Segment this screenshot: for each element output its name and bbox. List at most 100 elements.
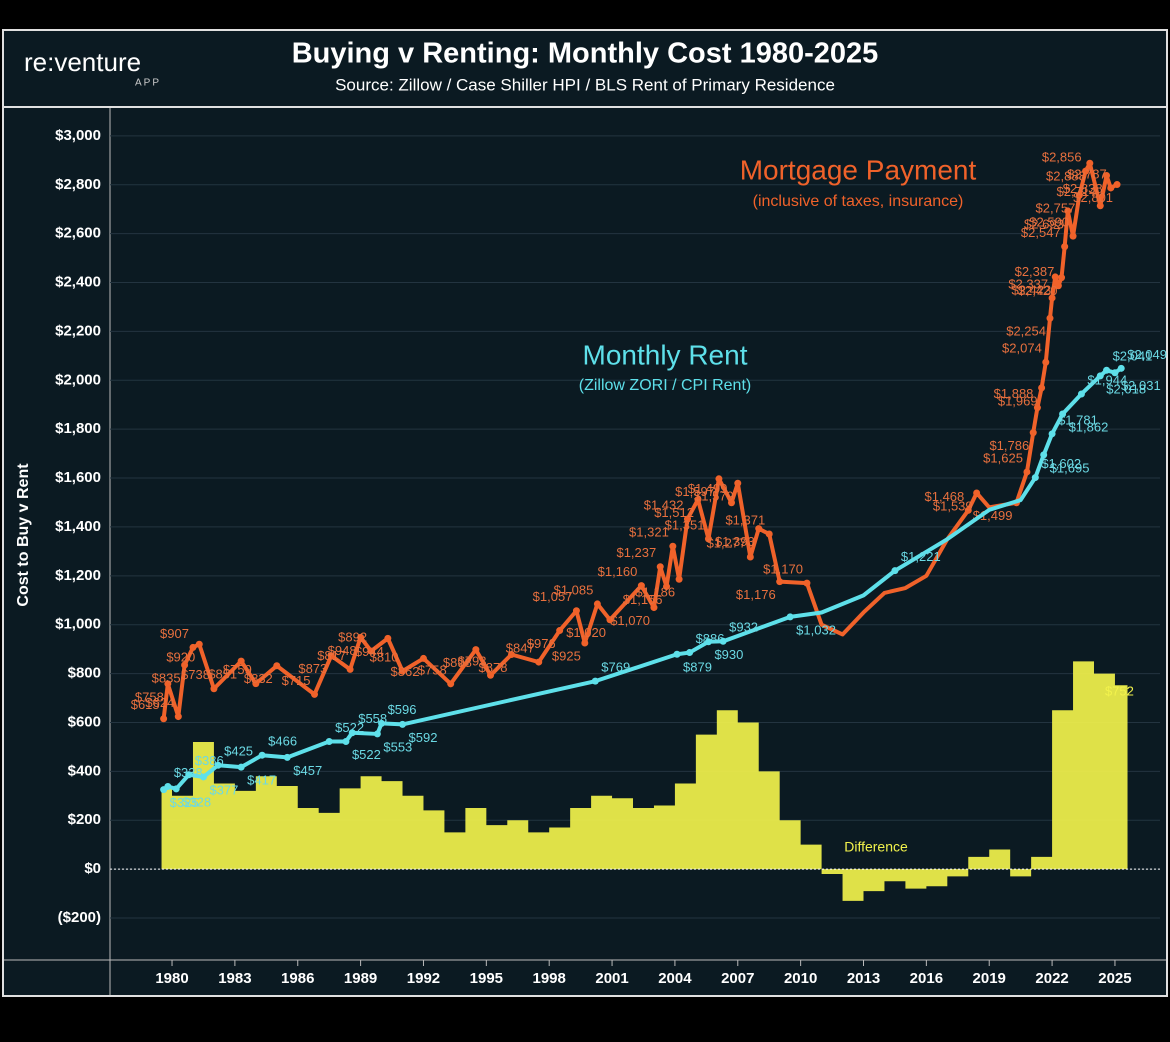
data-point xyxy=(1113,181,1121,189)
data-point xyxy=(1033,404,1041,412)
x-tick-label: 1992 xyxy=(407,970,440,987)
data-point xyxy=(673,650,681,658)
chart-title: Buying v Renting: Monthly Cost 1980-2025 xyxy=(292,38,879,70)
data-label: $851 xyxy=(208,667,237,682)
data-point xyxy=(765,530,773,538)
y-tick-label: $1,600 xyxy=(55,469,101,486)
data-label: $769 xyxy=(601,660,630,675)
data-label: $1,277 xyxy=(707,535,747,550)
data-label: $2,337 xyxy=(1008,276,1048,291)
data-label: $1,020 xyxy=(566,625,606,640)
data-point xyxy=(572,607,580,615)
data-label: $2,423 xyxy=(1011,282,1051,297)
data-point xyxy=(1107,184,1115,192)
data-label: $1,781 xyxy=(1058,412,1098,427)
x-tick-label: 2022 xyxy=(1035,970,1068,987)
data-label: $1,032 xyxy=(796,622,836,637)
data-label: $417 xyxy=(247,773,276,788)
y-tick-label: $1,200 xyxy=(55,567,101,584)
chart-subtitle: Source: Zillow / Case Shiller HPI / BLS … xyxy=(335,75,835,94)
data-point xyxy=(447,680,455,688)
data-label: $592 xyxy=(409,730,438,745)
data-point xyxy=(1023,468,1031,476)
data-point xyxy=(327,652,335,660)
y-tick-label: $2,000 xyxy=(55,371,101,388)
y-tick-label: $1,400 xyxy=(55,518,101,535)
data-point xyxy=(348,729,356,737)
x-tick-label: 2016 xyxy=(910,970,943,987)
x-tick-label: 2007 xyxy=(721,970,754,987)
data-label: $2,888 xyxy=(1046,169,1086,184)
data-point xyxy=(384,634,392,642)
data-label: $817 xyxy=(317,648,346,663)
data-point xyxy=(734,479,742,487)
data-point xyxy=(694,496,702,504)
y-tick-label: $2,200 xyxy=(55,322,101,339)
data-label: $907 xyxy=(160,626,189,641)
data-point xyxy=(160,715,168,723)
data-label: $1,512 xyxy=(654,505,694,520)
data-label: $759 xyxy=(223,662,252,677)
data-point xyxy=(311,690,319,698)
data-label: $1,351 xyxy=(665,517,705,532)
x-tick-label: 1980 xyxy=(155,970,188,987)
data-label: $1,625 xyxy=(983,450,1023,465)
data-point xyxy=(776,578,784,586)
data-point xyxy=(1096,372,1104,380)
data-point xyxy=(650,604,658,612)
series-line xyxy=(162,366,1123,792)
data-point xyxy=(581,639,589,647)
data-label: $328 xyxy=(182,794,211,809)
data-point xyxy=(1075,191,1083,199)
x-tick-label: 2010 xyxy=(784,970,817,987)
y-tick-label: $2,600 xyxy=(55,225,101,242)
data-point xyxy=(174,713,182,721)
data-label: $925 xyxy=(552,648,581,663)
data-label: $2,856 xyxy=(1042,150,1082,165)
data-point xyxy=(1040,451,1048,459)
data-label: $1,160 xyxy=(598,564,638,579)
data-point xyxy=(606,616,614,624)
data-point xyxy=(199,773,207,781)
data-point xyxy=(181,661,189,669)
series-label: Monthly Rent xyxy=(583,339,748,370)
data-label: $1,695 xyxy=(1050,460,1090,475)
data-label: $596 xyxy=(388,702,417,717)
data-label: $879 xyxy=(683,660,712,675)
data-point xyxy=(637,582,645,590)
data-point xyxy=(237,763,245,771)
data-label: $1,499 xyxy=(688,481,728,496)
data-point xyxy=(273,662,281,670)
data-label: $1,085 xyxy=(554,582,594,597)
data-label: $2,049 xyxy=(1127,347,1167,362)
data-label: $2,254 xyxy=(1006,324,1046,339)
data-point xyxy=(367,647,375,655)
data-point xyxy=(1082,167,1090,175)
data-point xyxy=(727,499,735,507)
x-tick-label: 2004 xyxy=(658,970,692,987)
x-tick-label: 2013 xyxy=(847,970,880,987)
data-point xyxy=(891,567,899,575)
data-label: $2,787 xyxy=(1067,166,1107,181)
data-point xyxy=(195,640,203,648)
data-label: $1,539 xyxy=(933,498,973,513)
data-point xyxy=(746,553,754,561)
data-point xyxy=(686,649,694,657)
data-point xyxy=(556,627,564,635)
data-label: $930 xyxy=(714,647,743,662)
data-label: $522 xyxy=(352,747,381,762)
data-point xyxy=(1029,429,1037,437)
x-tick-label: 1998 xyxy=(533,970,566,987)
data-point xyxy=(1042,358,1050,366)
data-label: $2,693 xyxy=(1024,216,1064,231)
data-point xyxy=(472,646,480,654)
x-tick-label: 2019 xyxy=(973,970,1006,987)
y-tick-label: $3,000 xyxy=(55,127,101,144)
series-line xyxy=(161,161,1118,720)
data-point xyxy=(325,738,333,746)
data-point xyxy=(507,651,515,659)
data-label: $615 xyxy=(131,697,160,712)
y-axis-label: Cost to Buy v Rent xyxy=(15,463,32,607)
data-label: $892 xyxy=(338,630,367,645)
data-point xyxy=(185,771,193,779)
